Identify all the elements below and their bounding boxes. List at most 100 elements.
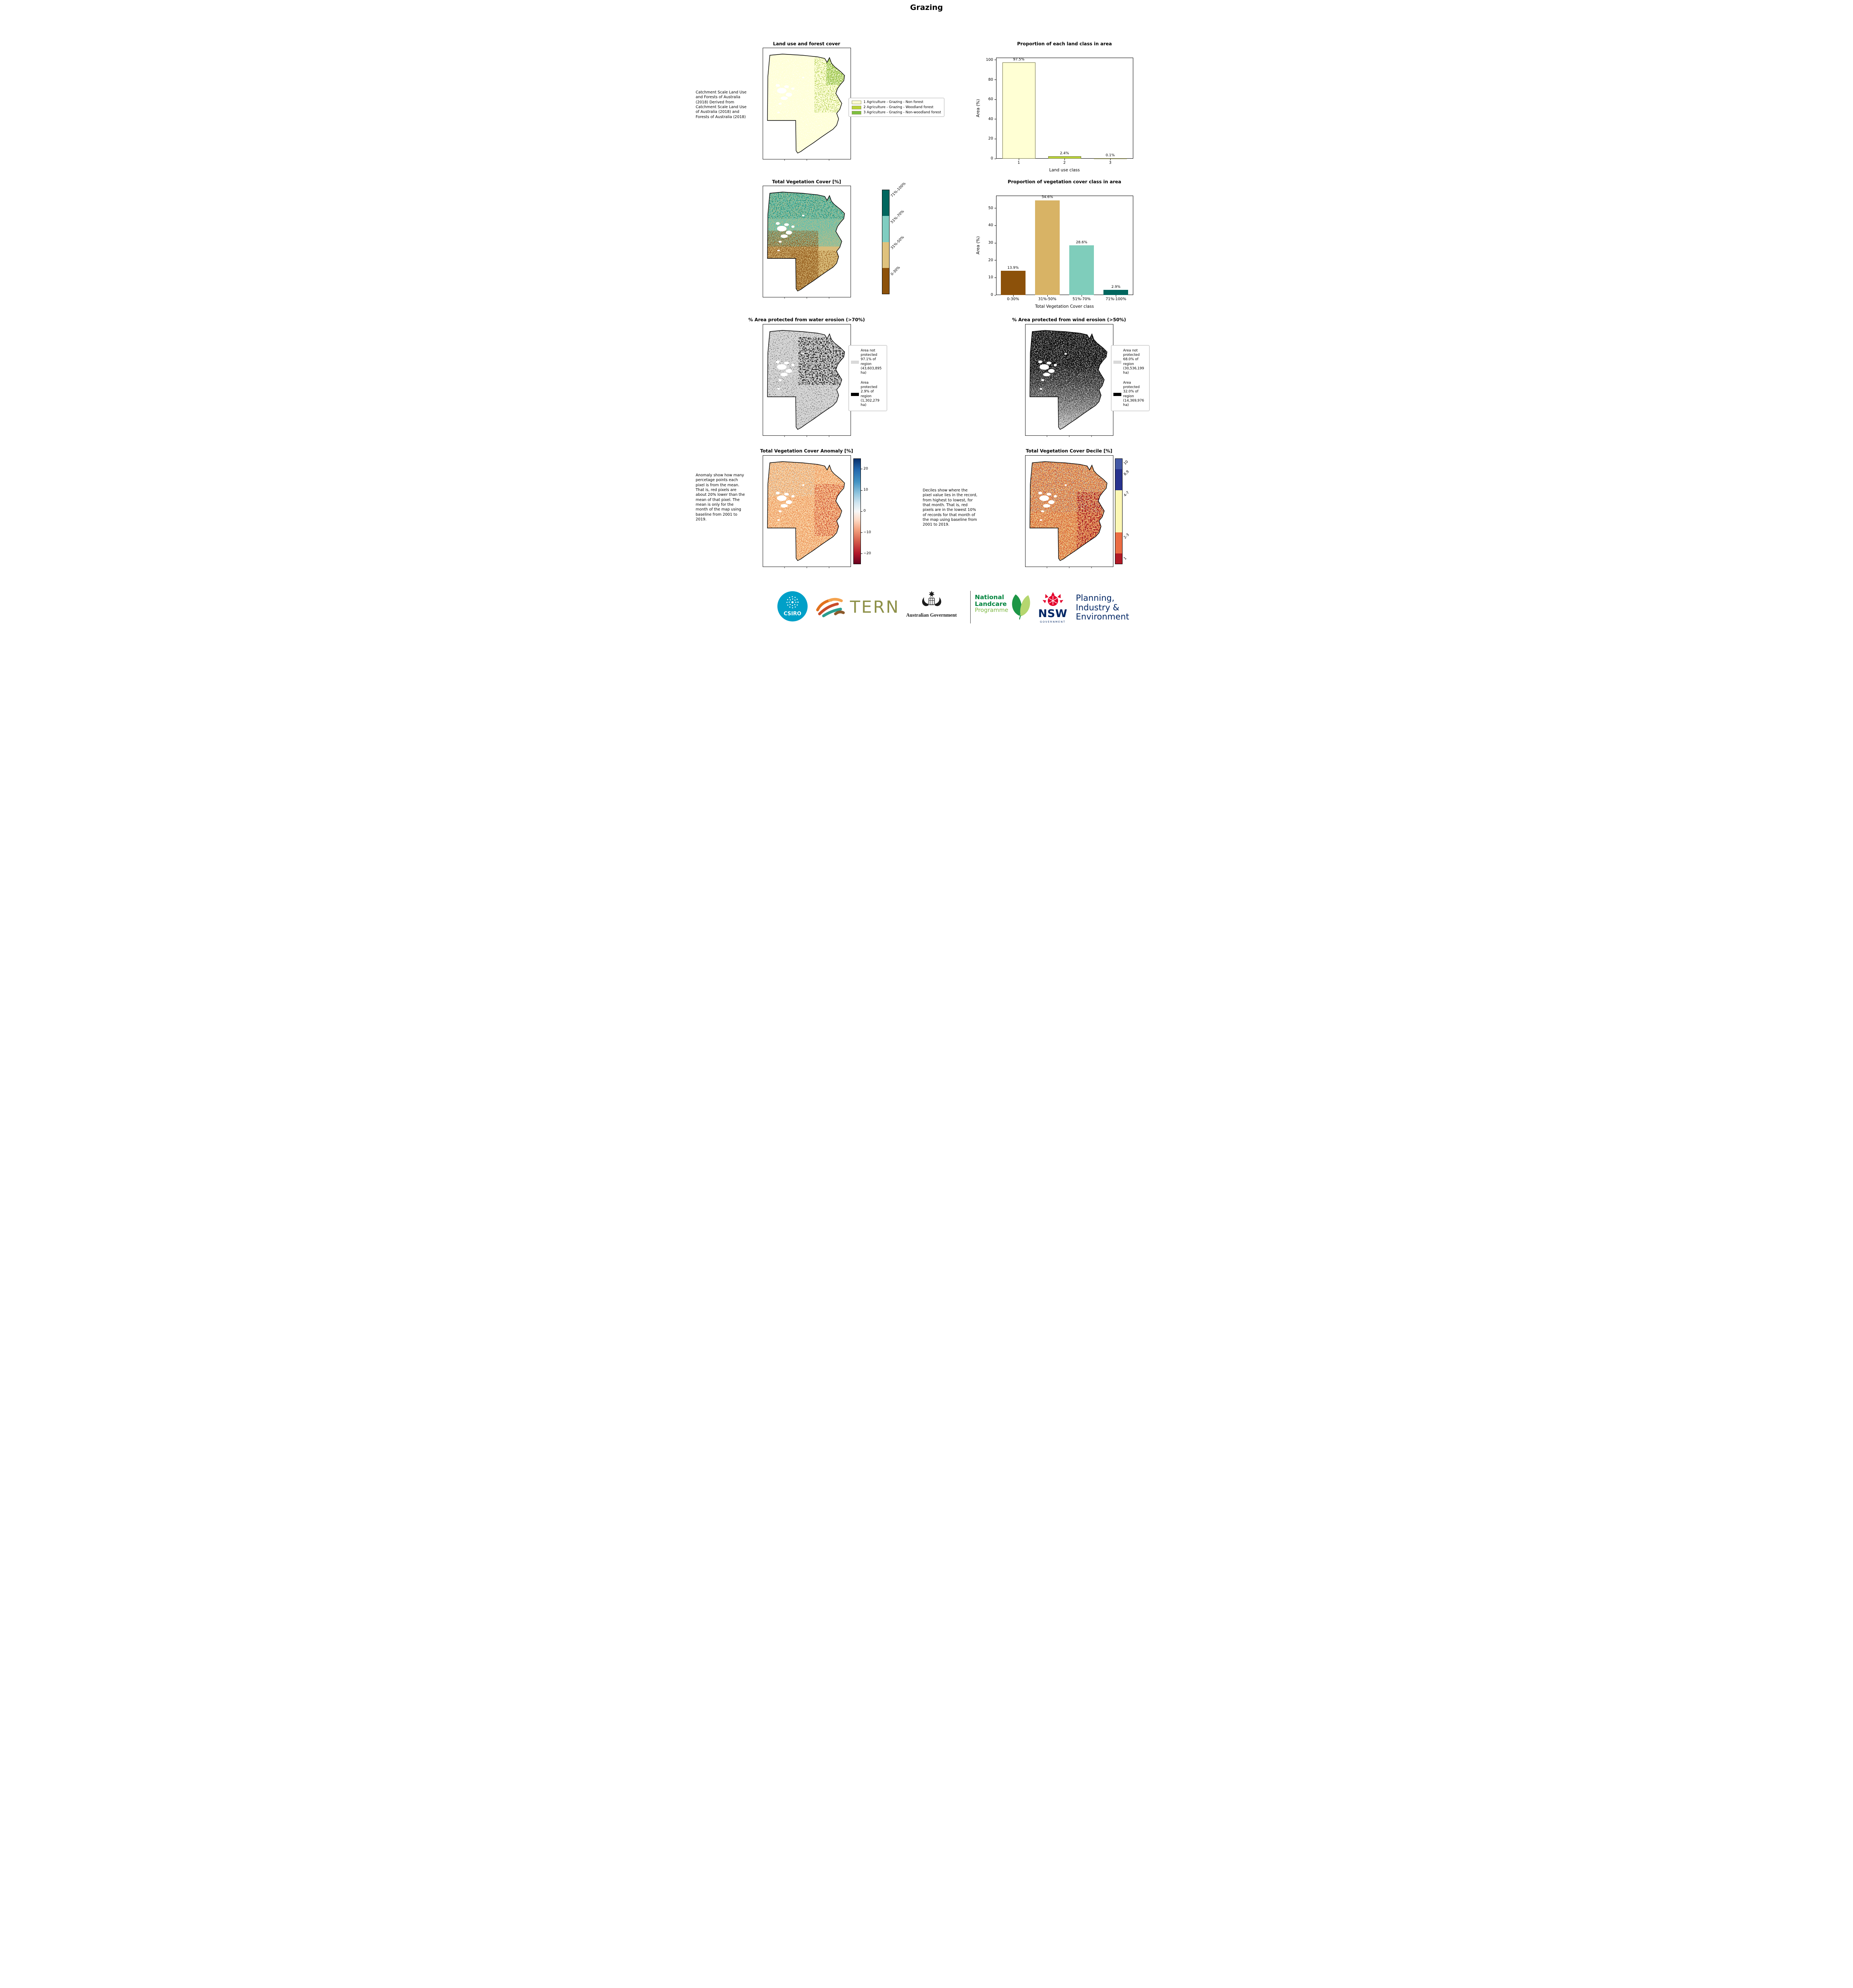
y-tick-label: 30 <box>988 241 993 245</box>
veg-anomaly-map-title: Total Vegetation Cover Anomaly [%] <box>760 448 853 454</box>
map-axis-ticks <box>784 297 829 299</box>
nsw-government-logo <box>1042 591 1064 609</box>
bar-value-label: 0.1% <box>1105 153 1115 157</box>
landcare-logo <box>1008 591 1033 622</box>
y-tick-label: 40 <box>988 116 993 121</box>
legend-label: 1 Agriculture - Grazing - Non forest <box>863 100 923 104</box>
colorbar-tick-label: −10 <box>863 530 871 534</box>
x-tick-label: 3 <box>1109 161 1112 165</box>
legend-item: Area not protected 68.0% of region (30,5… <box>1113 349 1147 375</box>
x-tick <box>1047 295 1048 297</box>
land-use-map-title: Land use and forest cover <box>773 41 840 47</box>
bar-51%-70% <box>1069 245 1094 295</box>
legend-label: Area not protected 97.1% of region (43,6… <box>860 349 882 375</box>
y-tick-label: 60 <box>988 97 993 102</box>
nsw-waratah-icon <box>1042 592 1063 606</box>
colorbar-segment-8-9 <box>1115 469 1122 491</box>
legend-label: Area protected 2.9% of region (1,302,279… <box>860 381 880 407</box>
y-tick-label: 20 <box>988 136 993 141</box>
dpie-wordmark: Planning, Industry & Environment <box>1076 593 1129 622</box>
bar-value-label: 54.6% <box>1041 195 1053 200</box>
anomaly-explanation-caption: Anomaly show how many percetage points e… <box>695 473 745 522</box>
landcare-wordmark: National Landcare Programme <box>975 594 1008 614</box>
australian-coat-of-arms-icon <box>922 591 941 606</box>
veg-cover-bar-chart: Proportion of vegetation cover class in … <box>969 179 1152 316</box>
land-use-map <box>762 48 851 161</box>
y-tick <box>994 225 996 226</box>
bar-value-label: 13.9% <box>1007 266 1019 270</box>
y-tick-label: 0 <box>991 293 993 297</box>
colorbar-segment-31-50 <box>882 242 889 268</box>
bar-2 <box>1048 156 1081 159</box>
bar-71%-100% <box>1103 290 1129 295</box>
bar-value-label: 28.6% <box>1076 240 1088 245</box>
nsw-government-label: GOVERNMENT <box>1040 620 1066 623</box>
colorbar-segment-71-100 <box>882 190 889 216</box>
colorbar-tick <box>860 490 862 491</box>
anomaly-colorbar <box>853 458 861 564</box>
chart-title: Proportion of each land class in area <box>1017 41 1112 47</box>
x-tick <box>1013 295 1014 297</box>
colorbar-label: 4-7 <box>1123 491 1130 498</box>
colorbar-segment-51-70 <box>882 216 889 242</box>
legend-swatch-class3 <box>851 111 861 115</box>
x-tick <box>1110 159 1111 160</box>
dpie-line3: Environment <box>1076 612 1129 622</box>
bar-value-label: 97.5% <box>1013 57 1025 62</box>
legend-swatch-class2 <box>851 105 861 109</box>
map-axis-ticks <box>784 435 829 437</box>
landcare-line2: Landcare <box>975 600 1007 608</box>
australian-government-wordmark: Australian Government <box>906 612 957 618</box>
colorbar-label: 2-3 <box>1123 533 1130 540</box>
y-tick-label: 80 <box>988 77 993 82</box>
legend-label: 3 Agriculture - Grazing - Non-woodland f… <box>863 111 941 115</box>
y-tick-label: 0 <box>991 156 993 161</box>
decile-colorbar <box>1115 458 1123 564</box>
legend-label: 2 Agriculture - Grazing - Woodland fores… <box>863 105 934 109</box>
y-tick-label: 100 <box>986 57 993 62</box>
csiro-wordmark: CSIRO <box>783 611 801 617</box>
veg-cover-map-title: Total Vegetation Cover [%] <box>772 179 841 184</box>
footer-divider <box>970 591 971 623</box>
map-axis-ticks <box>784 159 829 161</box>
colorbar-label: 31%-50% <box>890 235 905 250</box>
colorbar-segment-1 <box>1115 553 1122 564</box>
legend-item: 3 Agriculture - Grazing - Non-woodland f… <box>851 111 941 115</box>
chart-plot-area <box>996 196 1133 295</box>
colorbar-tick <box>860 553 862 554</box>
legend-label: Area protected 32.0% of region (14,369,9… <box>1123 381 1144 407</box>
colorbar-tick-label: 0 <box>863 509 866 513</box>
nsw-wordmark: NSW <box>1038 608 1068 620</box>
dpie-line1: Planning, <box>1076 593 1115 603</box>
page-title: Grazing <box>910 3 943 12</box>
legend-swatch-class1 <box>851 100 861 104</box>
bar-0-30% <box>1000 271 1026 295</box>
legend-swatch-not-protected <box>851 360 859 364</box>
map-axis-ticks <box>784 567 829 568</box>
landcare-leaves-icon <box>1012 594 1030 620</box>
bar-1 <box>1002 62 1035 159</box>
x-tick-label: 51%-70% <box>1072 297 1091 301</box>
decile-explanation-caption: Deciles show where the pixel value lies … <box>923 488 977 527</box>
csiro-logo-icon: CSIRO <box>777 591 808 621</box>
wind-erosion-legend: Area not protected 68.0% of region (30,5… <box>1111 345 1150 412</box>
y-tick-label: 50 <box>988 206 993 210</box>
colorbar-label: 8,9 <box>1123 470 1130 477</box>
y-tick <box>994 99 996 100</box>
legend-item: Area protected 32.0% of region (14,369,9… <box>1113 381 1147 408</box>
land-use-source-caption: Catchment Scale Land Use and Forests of … <box>695 90 747 119</box>
colorbar-label: 10 <box>1123 460 1129 466</box>
colorbar-tick-label: 20 <box>863 467 868 471</box>
colorbar-segment-4-7 <box>1115 490 1122 532</box>
tern-wordmark: TERN <box>850 597 900 617</box>
x-tick-label: 31%-50% <box>1038 297 1057 301</box>
colorbar-label: 71%-100% <box>890 181 907 198</box>
wind-erosion-map <box>1025 324 1113 437</box>
legend-item: 1 Agriculture - Grazing - Non forest <box>851 100 941 104</box>
colorbar-label: 51%-70% <box>890 209 905 225</box>
water-erosion-legend: Area not protected 97.1% of region (43,6… <box>848 345 887 412</box>
bar-value-label: 2.4% <box>1060 151 1069 155</box>
legend-item: Area protected 2.9% of region (1,302,279… <box>851 381 885 408</box>
landcare-line3: Programme <box>975 607 1008 614</box>
x-tick-label: 71%-100% <box>1105 297 1127 301</box>
